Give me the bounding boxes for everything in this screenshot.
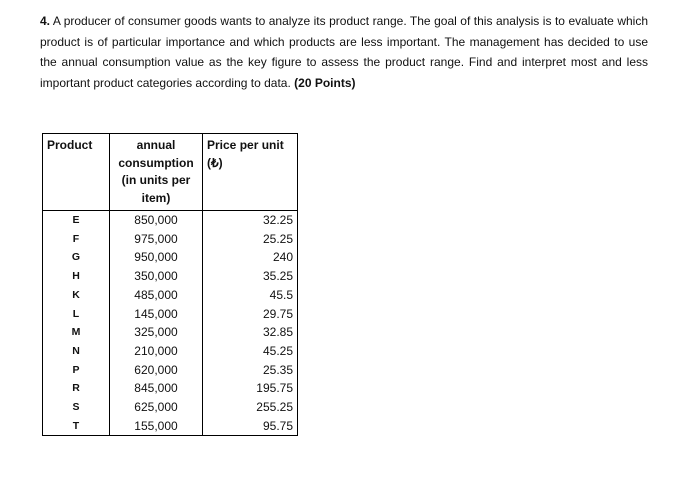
table-row: L 145,000 29.75 <box>42 304 298 324</box>
table-cell: 850,000 <box>109 210 203 230</box>
question: 4. A producer of consumer goods wants to… <box>40 11 648 93</box>
table-row: H 350,000 35.25 <box>42 267 298 286</box>
table-cell: 45.5 <box>202 285 298 305</box>
table-row: P 620,000 25.35 <box>42 360 298 380</box>
table-cell: 210,000 <box>109 341 203 361</box>
data-table: Product annual consumption (in units per … <box>42 133 298 437</box>
table-row: G 950,000 240 <box>42 248 298 268</box>
table-cell: 155,000 <box>109 416 203 437</box>
table-cell: 29.75 <box>202 304 298 324</box>
question-body: A producer of consumer goods wants to an… <box>40 14 649 90</box>
table-cell: 255.25 <box>202 398 298 417</box>
table-row: E 850,000 32.25 <box>42 210 298 230</box>
table-row: N 210,000 45.25 <box>42 341 298 361</box>
header-cell: Product <box>42 133 110 211</box>
table-cell: 485,000 <box>109 285 203 305</box>
table-cell: 845,000 <box>109 379 203 399</box>
table-row: T 155,000 95.75 <box>42 416 298 437</box>
table-cell: 950,000 <box>109 248 203 268</box>
table-cell: 25.25 <box>202 229 298 249</box>
table-cell: M <box>42 323 110 342</box>
table-body: E 850,000 32.25 F 975,000 25.25 G 950,000 240 H 35… <box>42 210 298 437</box>
table-cell: 625,000 <box>109 398 203 417</box>
table-cell: N <box>42 341 110 361</box>
table-row: F 975,000 25.25 <box>42 229 298 249</box>
table-row: K 485,000 45.5 <box>42 285 298 305</box>
table-cell: T <box>42 416 110 437</box>
table-row: S 625,000 255.25 <box>42 398 298 417</box>
table-cell: 145,000 <box>109 304 203 324</box>
table-cell: F <box>42 229 110 249</box>
header-cell: annual consumption (in units per item) <box>109 133 203 211</box>
table-cell: 32.25 <box>202 210 298 230</box>
table-cell: 240 <box>202 248 298 268</box>
header-row: Product annual consumption (in units per … <box>42 133 298 211</box>
table-row: M 325,000 32.85 <box>42 323 298 342</box>
table-cell: 32.85 <box>202 323 298 342</box>
table-cell: R <box>42 379 110 399</box>
question-number: 4. <box>40 14 51 28</box>
table-cell: P <box>42 360 110 380</box>
header-cell: Price per unit (₺) <box>202 133 298 211</box>
table-cell: 975,000 <box>109 229 203 249</box>
table-cell: 350,000 <box>109 267 203 286</box>
table-cell: 95.75 <box>202 416 298 437</box>
table-cell: L <box>42 304 110 324</box>
table-cell: 620,000 <box>109 360 203 380</box>
table-cell: 45.25 <box>202 341 298 361</box>
table-cell: 195.75 <box>202 379 298 399</box>
table-cell: K <box>42 285 110 305</box>
question-points: (20 Points) <box>294 75 356 90</box>
table-cell: 325,000 <box>109 323 203 342</box>
table-cell: 35.25 <box>202 267 298 286</box>
table-head: Product annual consumption (in units per … <box>42 133 298 211</box>
table-cell: H <box>42 267 110 286</box>
table-row: R 845,000 195.75 <box>42 379 298 399</box>
table-cell: G <box>42 248 110 268</box>
table-cell: S <box>42 398 110 417</box>
table-cell: 25.35 <box>202 360 298 380</box>
table-cell: E <box>42 210 110 230</box>
